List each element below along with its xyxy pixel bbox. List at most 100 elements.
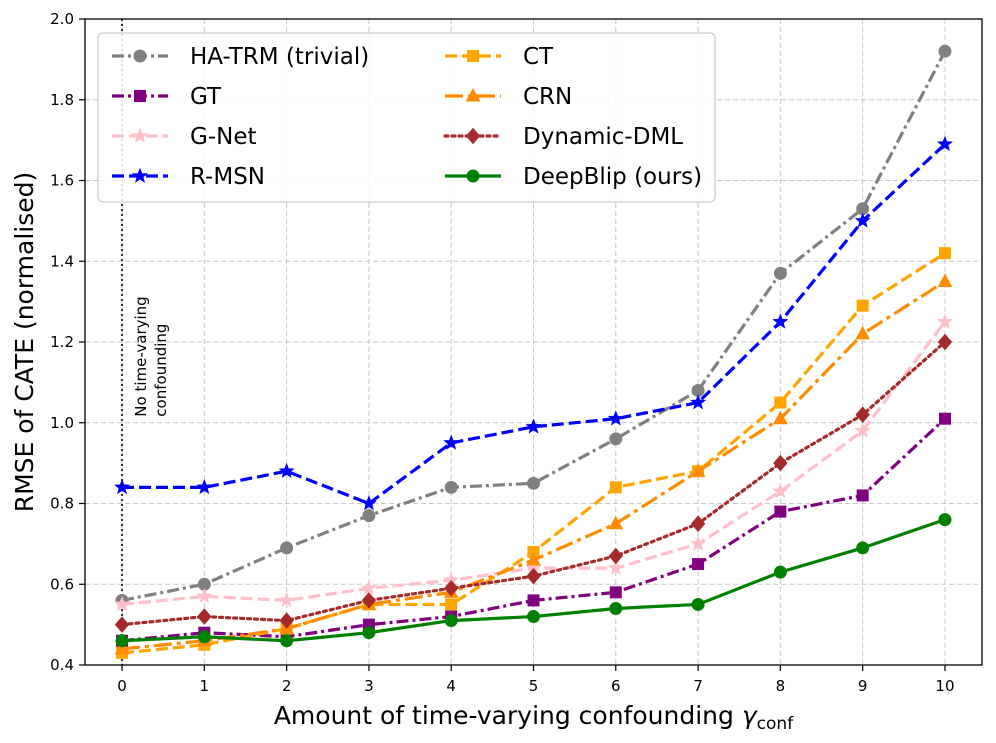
data-point — [527, 476, 540, 490]
x-tick-label: 9 — [858, 677, 868, 695]
data-point — [937, 273, 953, 287]
series-deepblip-ours — [115, 513, 952, 648]
x-axis-title: Amount of time-varying confounding γconf — [274, 701, 794, 734]
data-point — [114, 596, 131, 612]
legend-marker — [466, 169, 480, 183]
data-point — [773, 266, 787, 280]
data-point — [362, 626, 376, 640]
legend-label: Dynamic-DML — [523, 124, 683, 150]
data-point — [938, 412, 951, 425]
annotation-text-line1: No time-varying — [132, 296, 150, 416]
legend-entry: G-Net — [112, 124, 257, 150]
data-point — [197, 630, 211, 644]
legend-entry: CT — [445, 44, 554, 70]
legend-label: CT — [523, 44, 554, 70]
legend-entry: HA-TRM (trivial) — [112, 44, 369, 70]
y-tick-label: 0.6 — [50, 575, 74, 593]
data-point — [609, 601, 623, 615]
data-point — [772, 313, 789, 329]
data-point — [196, 587, 213, 604]
x-tick-label: 0 — [117, 677, 127, 695]
data-point — [690, 535, 707, 551]
x-axis-title-text: Amount of time-varying confounding — [274, 701, 734, 730]
data-point — [855, 406, 870, 423]
data-point — [936, 135, 953, 151]
legend-entry: GT — [112, 84, 222, 110]
legend-marker — [465, 127, 481, 145]
data-point — [280, 541, 294, 555]
y-tick-label: 1.2 — [50, 333, 74, 351]
legend-entry: Dynamic-DML — [443, 124, 683, 150]
legend-entry: R-MSN — [112, 164, 265, 190]
data-point — [938, 247, 951, 260]
data-point — [527, 594, 540, 607]
y-tick-label: 2.0 — [50, 10, 74, 28]
data-point — [774, 396, 787, 409]
data-point — [444, 614, 458, 628]
data-point — [114, 616, 130, 633]
data-point — [360, 579, 377, 596]
legend-marker — [133, 49, 147, 63]
data-point — [360, 495, 377, 511]
data-point — [609, 481, 622, 494]
x-tick-label: 4 — [446, 677, 456, 695]
data-point — [773, 565, 787, 579]
data-point — [445, 598, 458, 611]
x-axis-title-symbol: γ — [742, 701, 758, 730]
y-axis-title: RMSE of CATE (normalised) — [10, 172, 39, 513]
data-point — [772, 482, 789, 499]
x-tick-label: 7 — [693, 677, 703, 695]
data-point — [279, 612, 294, 629]
legend-marker — [465, 87, 481, 102]
data-point — [854, 212, 871, 228]
data-point — [362, 509, 376, 523]
data-point — [444, 580, 459, 597]
data-point — [443, 434, 460, 450]
x-tick-label: 1 — [200, 677, 210, 695]
legend-label: R-MSN — [190, 164, 265, 190]
data-point — [855, 325, 871, 340]
data-point — [936, 313, 953, 329]
legend-marker — [134, 90, 146, 102]
data-point — [856, 299, 869, 312]
series-crn — [114, 273, 953, 655]
legend-label: CRN — [523, 84, 572, 110]
series-dynamic-dml — [114, 333, 953, 633]
data-point — [115, 634, 129, 648]
data-point — [774, 505, 787, 518]
data-point — [278, 462, 295, 478]
data-point — [444, 480, 458, 494]
data-point — [856, 489, 869, 502]
ticks: 0 1 2 3 4 5 6 7 8 9 10 0.4 0.6 0.8 1.0 1.2 1.4 1.6 1.8 2.0 — [50, 10, 954, 695]
y-tick-label: 1.6 — [50, 172, 74, 190]
series-layer — [114, 44, 953, 659]
annotation-text-line2: confounding — [152, 324, 170, 417]
data-point — [526, 567, 541, 585]
data-point — [937, 333, 953, 351]
data-point — [692, 558, 705, 571]
series-r-msn — [114, 135, 953, 511]
x-tick-label: 10 — [935, 677, 954, 695]
data-point — [278, 592, 295, 608]
y-tick-label: 0.4 — [50, 656, 74, 674]
data-point — [607, 410, 624, 426]
data-point — [361, 592, 377, 609]
data-point — [280, 634, 294, 648]
legend-marker — [467, 50, 479, 62]
data-point — [609, 432, 623, 446]
data-point — [525, 418, 542, 434]
legend-marker — [132, 127, 148, 143]
data-point — [607, 559, 624, 575]
x-tick-label: 3 — [364, 677, 374, 695]
y-tick-label: 1.0 — [50, 414, 74, 432]
x-tick-label: 8 — [776, 677, 786, 695]
legend-marker — [132, 167, 148, 183]
data-point — [691, 597, 705, 611]
legend-label: HA-TRM (trivial) — [190, 44, 369, 70]
data-point — [608, 515, 624, 530]
data-point — [856, 541, 870, 555]
data-point — [854, 422, 871, 438]
data-point — [197, 608, 212, 625]
legend-box — [97, 32, 716, 203]
